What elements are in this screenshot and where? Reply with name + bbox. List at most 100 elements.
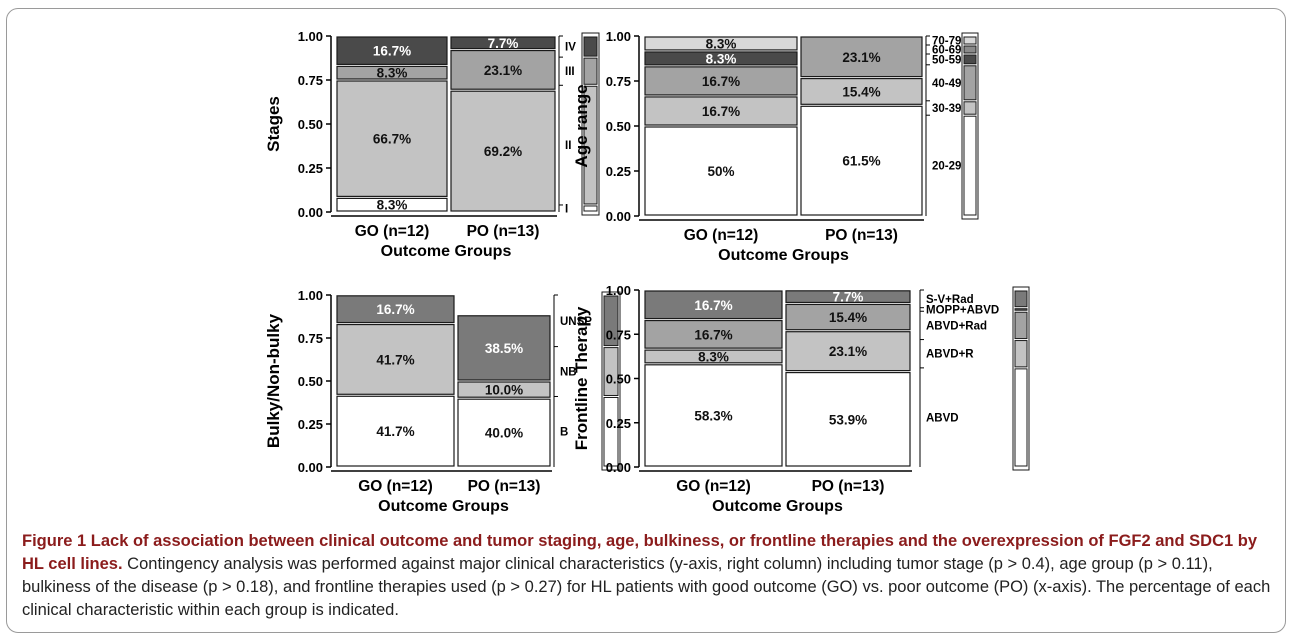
- mosaic-cell-ii: [336, 80, 448, 197]
- mosaic-cell-30-39: [644, 96, 798, 126]
- marginal-segment: [963, 101, 977, 115]
- x-category-label: PO (n=13): [825, 227, 898, 244]
- y-tick-label: 0.75: [298, 331, 323, 346]
- level-label: 60-69: [932, 45, 961, 57]
- y-tick-label: 0.75: [298, 73, 323, 88]
- y-tick-label: 0.25: [606, 416, 631, 431]
- mosaic-cell-iii: [336, 65, 448, 80]
- level-label: ABVD: [926, 412, 959, 424]
- mosaic-cell-abvd-r: [644, 349, 783, 364]
- x-axis-label: Outcome Groups: [381, 243, 512, 260]
- mosaic-cell-nb: [336, 323, 455, 395]
- cell-percent-label: 58.3%: [694, 408, 732, 423]
- mosaic-cell-unsp: [457, 315, 551, 381]
- y-tick-label: 1.00: [298, 288, 323, 303]
- x-axis-label: Outcome Groups: [378, 498, 509, 515]
- marginal-segment: [1014, 290, 1028, 308]
- y-tick-label: 0.00: [606, 209, 631, 224]
- y-axis-label: Bulky/Non-bulky: [264, 313, 283, 448]
- cell-percent-label: 8.3%: [706, 51, 737, 66]
- level-label: NB: [560, 367, 577, 379]
- cell-percent-label: 16.7%: [694, 327, 732, 342]
- cell-percent-label: 61.5%: [842, 154, 880, 169]
- level-label: 30-39: [932, 103, 961, 115]
- cell-percent-label: 16.7%: [694, 298, 732, 313]
- chart-therapy: 0.00 0.25 0.50 0.75 1.00 Frontline Therapy 58.…: [572, 283, 1030, 515]
- y-tick-label: 0.50: [606, 119, 631, 134]
- y-tick-label: 0.25: [298, 161, 323, 176]
- mosaic-cell-iv: [336, 36, 448, 65]
- cell-percent-label: 10.0%: [485, 383, 523, 398]
- level-label: ABVD+Rad: [926, 320, 987, 332]
- y-tick-label: 0.00: [298, 460, 323, 475]
- figure-charts: 0.00 0.25 0.50 0.75 1.00 Stages 8.3% 66.7% 8.3% 1…: [264, 29, 1030, 515]
- mosaic-cell-iii: [450, 49, 556, 90]
- marginal-segment: [603, 347, 619, 396]
- x-category-label: PO (n=13): [467, 223, 540, 240]
- mosaic-cell-i: [336, 197, 448, 212]
- mosaic-cell-nb: [457, 381, 551, 398]
- marginal-segment: [1014, 308, 1028, 311]
- mosaic-cell-50-59: [644, 51, 798, 66]
- mosaic-cell-30-39: [800, 77, 923, 105]
- marginal-segment: [963, 36, 977, 45]
- y-tick-label: 0.75: [606, 327, 631, 342]
- cell-percent-label: 16.7%: [376, 302, 414, 317]
- level-label: ABVD+R: [926, 349, 974, 361]
- mosaic-cell-s-v-rad: [785, 290, 911, 304]
- marginal-segment: [963, 65, 977, 101]
- cell-percent-label: 16.7%: [702, 104, 740, 119]
- cell-percent-label: 50%: [707, 164, 734, 179]
- level-label: B: [560, 427, 568, 439]
- mosaic-cell-b: [336, 395, 455, 467]
- y-axis-label: Age range: [572, 84, 591, 167]
- figure-caption: Figure 1 Lack of association between cli…: [22, 530, 1277, 622]
- mosaic-cell-unsp: [336, 295, 455, 324]
- marginal-segment: [603, 295, 619, 347]
- mosaic-cell-20-29: [800, 105, 923, 216]
- mosaic-cell-iv: [450, 36, 556, 50]
- y-tick-label: 0.25: [298, 417, 323, 432]
- x-category-label: PO (n=13): [812, 478, 885, 495]
- marginal-segment: [963, 115, 977, 216]
- chart-stages: 0.00 0.25 0.50 0.75 1.00 Stages 8.3% 66.7% 8.3% 1…: [264, 29, 600, 260]
- cell-percent-label: 16.7%: [702, 74, 740, 89]
- y-axis-label: Frontline Therapy: [572, 306, 591, 450]
- y-tick-label: 0.50: [298, 117, 323, 132]
- level-label: I: [565, 203, 568, 215]
- cell-percent-label: 38.5%: [485, 341, 523, 356]
- marginal-segment: [1014, 311, 1028, 340]
- mosaic-cell-ii: [450, 90, 556, 212]
- y-tick-label: 0.00: [606, 460, 631, 475]
- mosaic-cell-s-v-rad: [644, 290, 783, 320]
- cell-percent-label: 23.1%: [484, 63, 522, 78]
- marginal-segment: [963, 54, 977, 65]
- cell-percent-label: 41.7%: [376, 424, 414, 439]
- cell-percent-label: 16.7%: [373, 44, 411, 59]
- cell-percent-label: 7.7%: [488, 36, 519, 51]
- mosaic-cell-abvd: [644, 364, 783, 467]
- figure-frame: [6, 8, 1286, 633]
- mosaic-cell-abvd-rad: [644, 319, 783, 349]
- level-label: MOPP+ABVD: [926, 304, 999, 316]
- cell-percent-label: 8.3%: [698, 349, 729, 364]
- mosaic-cell-b: [457, 398, 551, 467]
- marginal-segment: [583, 85, 598, 205]
- cell-percent-label: 23.1%: [829, 344, 867, 359]
- cell-percent-label: 40.0%: [485, 426, 523, 441]
- chart-age: 0.00 0.25 0.50 0.75 1.00 Age range 50% 16.7% 16.…: [572, 29, 979, 264]
- mosaic-cell-40-49: [800, 36, 923, 78]
- marginal-segment: [583, 36, 598, 57]
- level-label: 70-79: [932, 36, 961, 48]
- marginal-segment: [583, 57, 598, 85]
- y-tick-label: 1.00: [606, 283, 631, 298]
- x-category-label: GO (n=12): [684, 227, 759, 244]
- level-label: 40-49: [932, 78, 961, 90]
- marginal-segment: [603, 396, 619, 467]
- y-tick-label: 0.50: [298, 374, 323, 389]
- mosaic-cell-20-29: [644, 126, 798, 216]
- mosaic-cell-abvd-rad: [785, 303, 911, 331]
- mosaic-cell-abvd: [785, 371, 911, 467]
- cell-percent-label: 7.7%: [833, 290, 864, 305]
- caption-body: Contingency analysis was performed again…: [22, 555, 1271, 619]
